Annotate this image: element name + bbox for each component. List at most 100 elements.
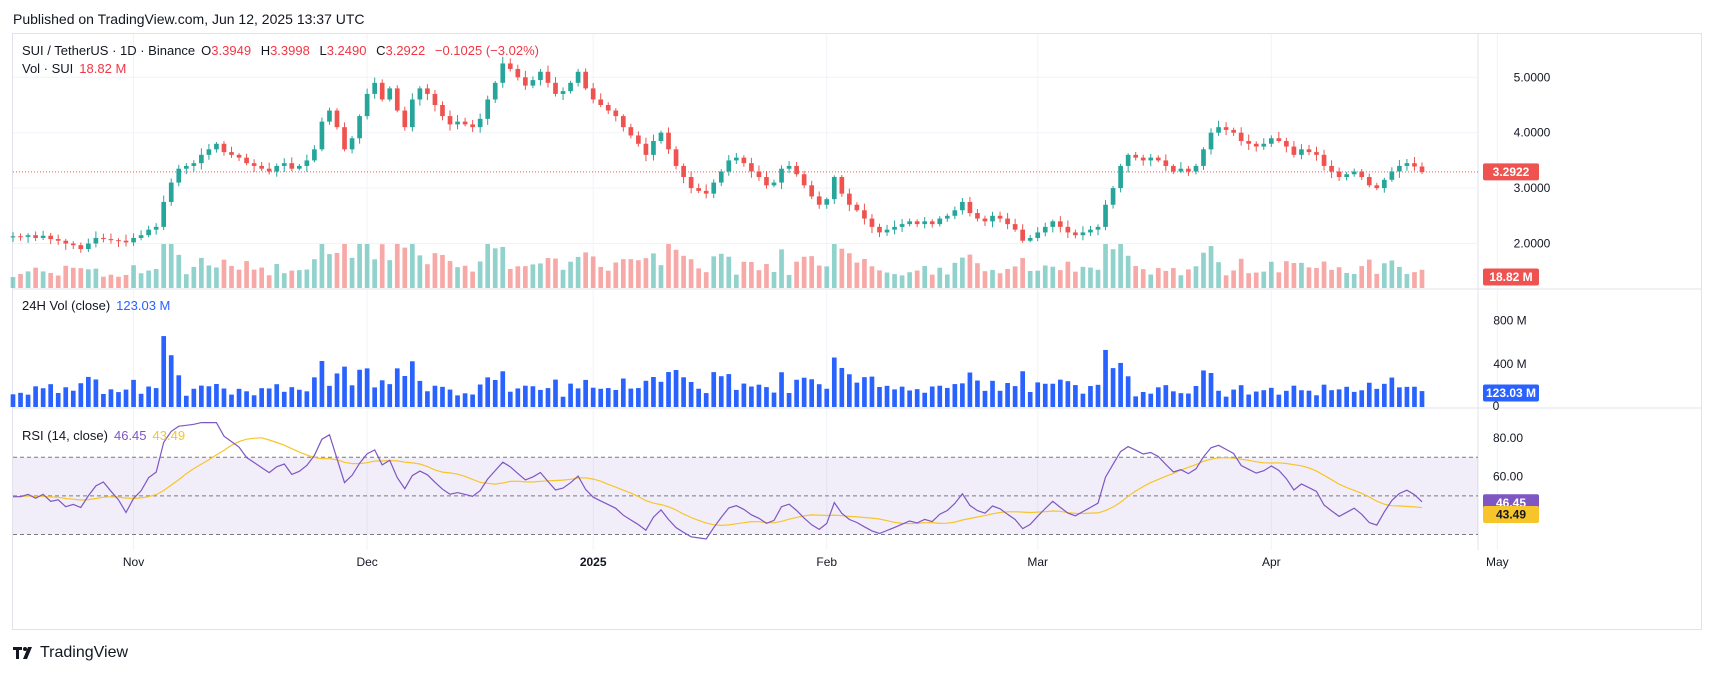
volume-bar	[764, 264, 769, 288]
vol24-label[interactable]: 24H Vol (close)	[22, 298, 111, 313]
volume-bar	[266, 275, 272, 288]
vol24-bar	[116, 392, 121, 407]
vol24-bar	[93, 379, 99, 407]
vol24-bar	[651, 377, 656, 407]
candle	[975, 213, 980, 219]
axes: 5.0000 4.0000 3.0000 2.0000 Nov Dec 2025 Feb Mar…	[123, 70, 1551, 569]
candle	[236, 154, 242, 158]
vol24-bar	[410, 361, 415, 407]
candle	[477, 118, 483, 128]
candle	[440, 105, 445, 117]
candle	[892, 226, 897, 230]
volume-bar	[1268, 261, 1274, 288]
vol24-bar	[1193, 385, 1199, 407]
volume-bar	[410, 244, 415, 288]
vol24-bar	[1027, 391, 1033, 407]
vol24-bar	[55, 393, 61, 407]
candle	[357, 116, 362, 139]
candle	[538, 71, 543, 81]
volume-bar	[304, 269, 310, 288]
vol24-bar	[1389, 377, 1395, 407]
candle	[296, 165, 302, 169]
vol24-bar	[477, 384, 483, 407]
candle	[161, 201, 167, 227]
vol24-bar	[1201, 370, 1206, 407]
high-value: 3.3998	[270, 43, 310, 58]
candle	[831, 177, 837, 200]
vol24-bar	[1238, 385, 1244, 407]
candle	[1020, 229, 1025, 241]
candle	[394, 88, 400, 111]
volume-bar	[1012, 266, 1018, 288]
vol24-bar	[1133, 396, 1139, 407]
candle	[1276, 138, 1282, 142]
rsi-ma-badge-bg	[1483, 505, 1539, 523]
candle	[673, 149, 679, 166]
volume-bar	[756, 270, 762, 288]
candle	[334, 110, 340, 128]
volume-bar	[274, 264, 280, 288]
volume-bar	[530, 264, 536, 288]
volume-bar	[711, 256, 717, 288]
vol24-bar	[756, 384, 762, 407]
volume-bar	[1118, 244, 1123, 288]
vol24-bar	[960, 383, 965, 407]
candle	[1231, 129, 1236, 133]
vol24-bar	[1261, 390, 1267, 407]
candle	[251, 163, 257, 166]
candle	[387, 88, 393, 100]
candle	[779, 168, 784, 183]
candle	[1095, 226, 1101, 230]
volume-bar	[1080, 266, 1086, 288]
candle	[1336, 171, 1342, 178]
candle	[327, 110, 332, 122]
volume-label[interactable]: Vol · SUI	[22, 61, 74, 76]
close-label: C	[376, 43, 386, 58]
candle	[349, 138, 355, 150]
vol24-bar	[1359, 390, 1365, 407]
vol24-bar	[1065, 381, 1071, 407]
candle	[1103, 204, 1108, 227]
change-value: −0.1025 (−3.02%)	[434, 43, 539, 58]
rsi-ma-value: 43.49	[152, 428, 186, 443]
volume-bar	[1374, 273, 1380, 288]
tradingview-brand[interactable]: TradingView	[13, 644, 128, 662]
vol24-bar	[1397, 387, 1402, 407]
candle	[553, 82, 558, 94]
vol24-bar	[530, 386, 536, 407]
vol24-bar	[809, 379, 815, 407]
candle	[199, 154, 204, 164]
open-value: 3.3949	[211, 43, 252, 58]
time-tick-label: May	[1486, 555, 1509, 569]
candle	[1140, 157, 1146, 161]
candle	[982, 218, 988, 222]
volume-bar	[1336, 267, 1342, 288]
vol24-bar	[711, 372, 717, 407]
vol24-bar	[48, 384, 54, 407]
rsi-label[interactable]: RSI (14, close)	[22, 428, 108, 443]
candle	[884, 229, 890, 233]
candle	[952, 210, 958, 216]
candle	[1005, 218, 1010, 225]
candle	[1186, 168, 1191, 172]
vol24-bar	[1404, 386, 1410, 407]
volume-bar	[40, 271, 46, 288]
symbol-label[interactable]: SUI / TetherUS · 1D · Binance	[22, 43, 196, 58]
vol24-bar	[688, 382, 694, 407]
volume-bar	[1110, 249, 1116, 288]
volume-bar	[33, 267, 38, 288]
volume-bar	[417, 255, 423, 288]
candle	[244, 157, 249, 164]
vol24-bar	[899, 386, 905, 407]
candle	[485, 99, 491, 119]
candle	[703, 190, 709, 194]
vol24-bar	[236, 388, 242, 407]
candle	[568, 82, 573, 92]
vol24-bar	[847, 374, 852, 407]
volume-bar	[696, 268, 701, 288]
candles	[10, 56, 1425, 253]
volume-bar	[55, 275, 61, 288]
candle	[108, 239, 114, 241]
